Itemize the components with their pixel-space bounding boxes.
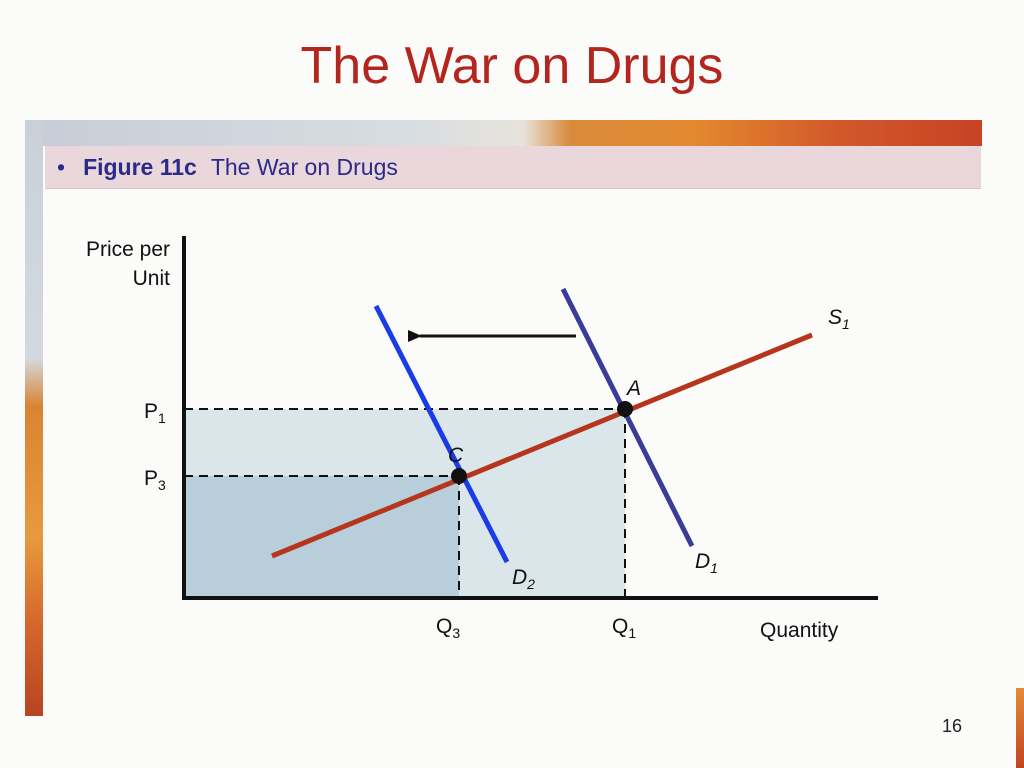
equilibrium-point-a (617, 401, 633, 417)
quantity-label-q3: Q3 (436, 615, 460, 641)
quantity-label-q1: Q1 (612, 615, 636, 641)
page-number: 16 (941, 716, 962, 736)
decorative-left-gap (43, 146, 51, 716)
price-label-p1: P1 (144, 400, 166, 426)
figure-caption: The War on Drugs (210, 153, 398, 180)
figure-number: Figure 11c (83, 153, 197, 180)
y-axis-label-line1: Price per (86, 238, 170, 261)
price-label-p3: P3 (144, 467, 166, 493)
equilibrium-point-c (451, 468, 467, 484)
slide-title: The War on Drugs (300, 37, 724, 95)
figure-caption-bar: • Figure 11c The War on Drugs (45, 146, 981, 189)
x-axis-label: Quantity (760, 619, 839, 642)
demand-label-d2: D2 (512, 566, 535, 592)
decorative-left-strip (25, 120, 43, 716)
y-axis-label-line2: Unit (133, 267, 171, 290)
demand-curve-d2 (373, 304, 510, 564)
decorative-top-band (25, 120, 982, 146)
point-label-a: A (625, 377, 641, 400)
demand-label-d1: D1 (695, 550, 718, 576)
demand-curve-d1 (560, 287, 695, 548)
point-label-c: C (448, 444, 464, 467)
supply-curve-s1 (271, 332, 813, 559)
bullet-marker: • (57, 153, 66, 180)
decorative-corner-strip (1016, 688, 1024, 768)
supply-label-s1: S1 (828, 306, 850, 332)
